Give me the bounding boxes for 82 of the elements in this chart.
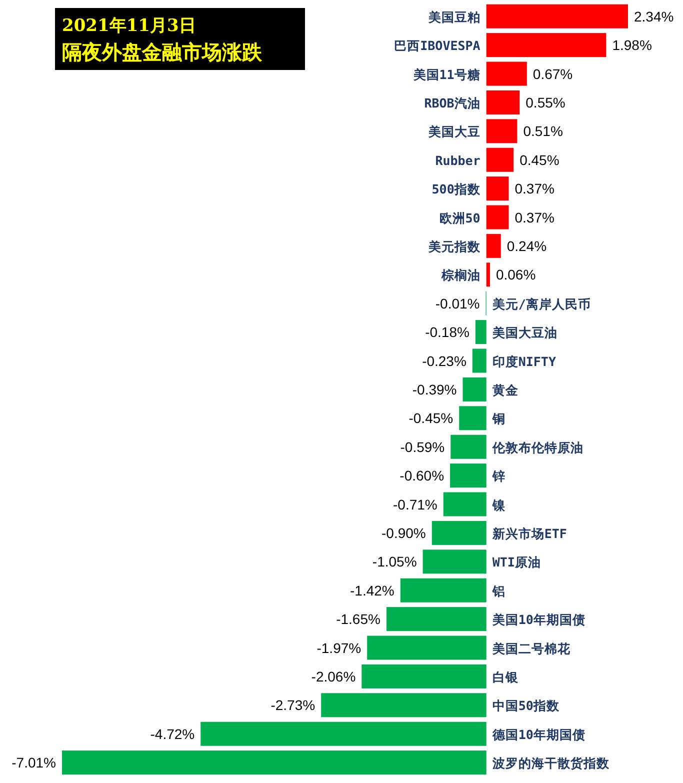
data-label: -1.65% (336, 611, 380, 628)
data-label: -1.05% (372, 554, 417, 570)
bar (450, 464, 486, 488)
bar (362, 664, 486, 688)
data-label: -0.71% (393, 496, 438, 512)
bar (486, 234, 501, 258)
y-tick-label: RBOB汽油 (424, 95, 480, 110)
bar (367, 636, 486, 660)
data-label: 2.34% (634, 8, 674, 24)
bar (459, 406, 486, 430)
data-label: 0.37% (514, 180, 554, 197)
y-tick-label: Rubber (435, 152, 481, 168)
bar (486, 205, 509, 230)
bar (486, 33, 606, 58)
y-tick-label: 波罗的海干散货指数 (491, 756, 610, 771)
data-label: -0.90% (382, 524, 426, 541)
data-label: -0.18% (425, 324, 470, 340)
data-label: -0.23% (422, 352, 466, 369)
data-label: -1.42% (350, 582, 394, 598)
y-tick-label: 美国豆粕 (427, 9, 480, 24)
data-label: 1.98% (612, 37, 652, 54)
bar (486, 148, 514, 172)
bar (422, 550, 486, 574)
bar (400, 578, 486, 602)
bar (472, 348, 486, 373)
bar (486, 262, 490, 287)
data-label: -2.73% (270, 697, 316, 714)
text: 2021年11月3日 (62, 16, 196, 36)
bar (486, 4, 628, 28)
data-label: -4.72% (150, 726, 195, 742)
y-tick-label: 美国大豆 (427, 124, 480, 140)
y-tick-label: 美国11号糖 (412, 66, 480, 82)
y-tick-label: 500指数 (432, 182, 482, 197)
data-label: -1.97% (316, 640, 362, 656)
text: 隔夜外盘金融市场涨跌 (62, 40, 263, 64)
data-label: -0.45% (408, 410, 454, 426)
bar (486, 176, 509, 201)
data-label: -0.59% (400, 438, 445, 455)
bar (62, 750, 486, 775)
y-tick-label: 白银 (492, 669, 520, 684)
bar (450, 434, 486, 459)
bar (486, 119, 518, 144)
y-tick-label: 锌 (491, 468, 506, 484)
y-tick-label: 铜 (491, 411, 506, 426)
y-tick-label: 中国50指数 (492, 698, 560, 714)
data-label: 0.51% (523, 123, 563, 140)
data-label: -7.01% (12, 754, 56, 771)
bar (486, 90, 520, 114)
data-label: 0.67% (532, 66, 573, 82)
data-label: 0.06% (496, 266, 536, 283)
data-label: 0.45% (520, 152, 560, 168)
bar (200, 722, 486, 746)
data-label: -2.06% (311, 668, 356, 684)
y-tick-label: 镍 (491, 497, 506, 512)
data-label: 0.24% (506, 238, 547, 254)
bar (432, 520, 486, 545)
y-tick-label: WTI原油 (492, 554, 541, 570)
bar (475, 320, 486, 344)
y-tick-label: 美元指数 (427, 238, 482, 254)
y-tick-label: 德国10年期国债 (491, 726, 586, 742)
data-label: 0.37% (514, 209, 554, 226)
y-tick-label: 欧洲50 (439, 210, 480, 226)
y-tick-label: 美国二号棉花 (491, 640, 572, 656)
y-tick-label: 美元/离岸人民币 (491, 296, 591, 312)
y-tick-label: 铝 (491, 583, 506, 598)
y-tick-label: 新兴市场ETF (491, 526, 567, 541)
y-tick-label: 美国10年期国债 (491, 612, 586, 628)
y-tick-label: 巴西IBOVESPA (394, 38, 481, 54)
bar (386, 607, 486, 632)
bar (321, 693, 486, 718)
data-label: 0.55% (526, 94, 566, 110)
y-tick-label: 印度NIFTY (492, 354, 556, 369)
bar (462, 377, 486, 402)
y-tick-label: 黄金 (491, 382, 518, 398)
y-tick-label: 棕榈油 (440, 268, 480, 283)
data-label: -0.60% (400, 468, 444, 484)
y-tick-label: 伦敦布伦特原油 (491, 440, 584, 455)
bar (443, 492, 486, 516)
data-label: -0.39% (412, 381, 457, 398)
data-label: -0.01% (435, 295, 480, 312)
y-tick-label: 美国大豆油 (491, 325, 558, 340)
bar (486, 62, 527, 86)
